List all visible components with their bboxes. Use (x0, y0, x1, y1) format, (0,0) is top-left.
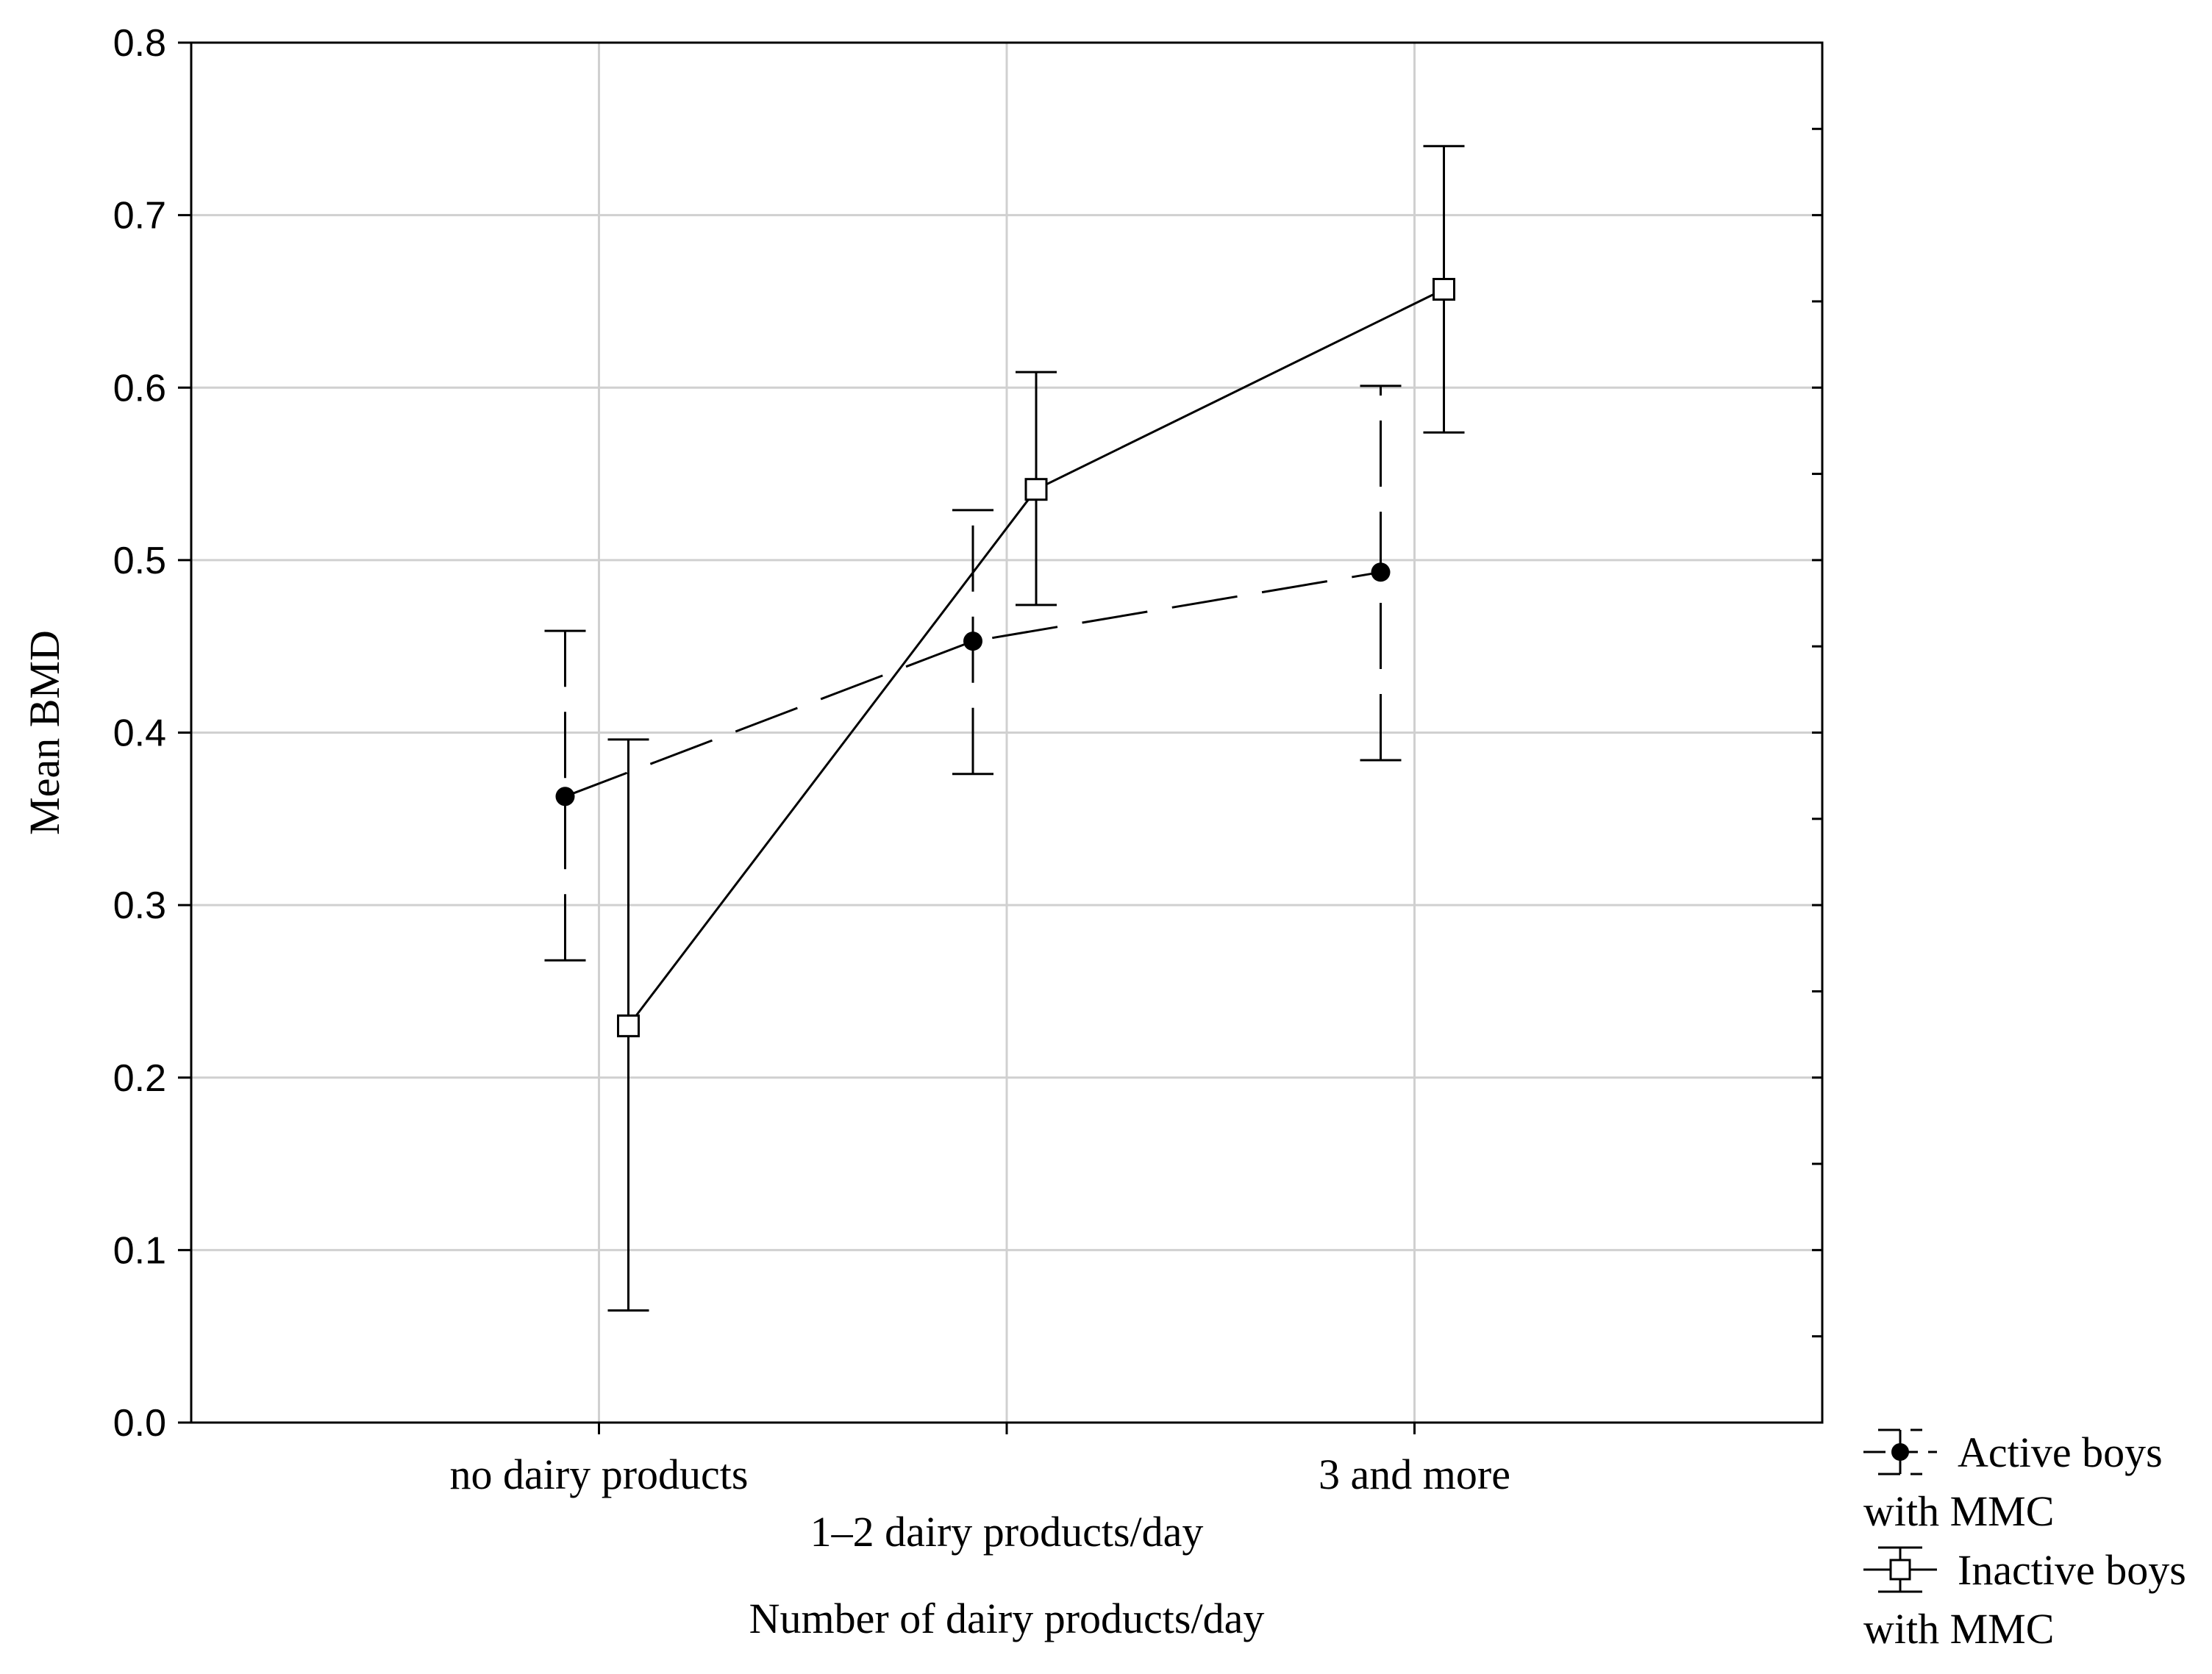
series-layer (544, 145, 1465, 1312)
y-tick-label: 0.8 (113, 22, 166, 65)
legend-label: Active boys (1958, 1428, 2163, 1476)
legend-marker (1889, 1559, 1911, 1581)
y-tick-label: 0.6 (113, 367, 166, 409)
y-tick-label: 0.5 (113, 540, 166, 582)
data-point (1433, 278, 1455, 301)
x-axis-title: Number of dairy products/day (749, 1595, 1265, 1642)
axes (178, 41, 1824, 1434)
legend: Active boys with MMC Inactive boys with MMC (1863, 1428, 2186, 1653)
data-point (1371, 562, 1391, 582)
y-axis-title: Mean BMD (21, 630, 68, 835)
y-tick-label: 0.2 (113, 1057, 166, 1100)
grid (191, 43, 1822, 1423)
data-point (617, 1014, 640, 1037)
data-point (555, 787, 575, 806)
legend-label: with MMC (1863, 1487, 2054, 1535)
x-tick-label: no dairy products (450, 1451, 749, 1498)
y-tick-label: 0.4 (113, 712, 166, 755)
y-tick-label: 0.0 (113, 1402, 166, 1445)
series-line (564, 570, 1381, 798)
data-point (963, 632, 982, 651)
data-point (1024, 478, 1048, 501)
y-tick-label: 0.3 (113, 884, 166, 927)
y-tick-label: 0.7 (113, 195, 166, 237)
labels: 0.0 0.1 0.2 0.3 0.4 0.5 0.6 0.7 0.8 no dairy prod… (21, 22, 1510, 1642)
y-tick-label: 0.1 (113, 1229, 166, 1272)
legend-label: Inactive boys (1958, 1546, 2186, 1594)
legend-label: with MMC (1863, 1605, 2054, 1653)
x-tick-label: 1–2 dairy products/day (810, 1508, 1204, 1556)
x-tick-label: 3 and more (1319, 1451, 1510, 1498)
legend-marker (1891, 1443, 1909, 1461)
